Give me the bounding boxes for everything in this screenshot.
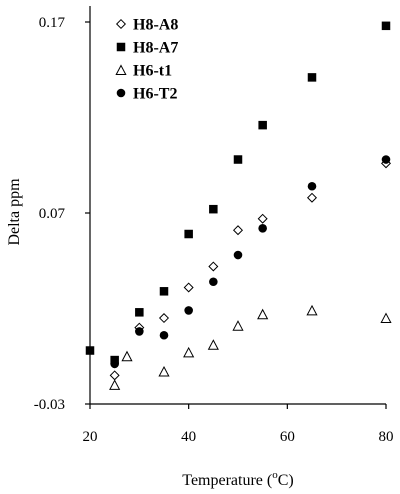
legend: H8-A8 H8-A7 H6-t1 H6-T2: [115, 17, 178, 103]
data-point-h8-a7: [135, 308, 144, 317]
data-point-h6-t1: [183, 346, 195, 358]
data-point-h8-a7: [209, 204, 218, 214]
x-axis-title: Temperature (oC): [182, 469, 293, 489]
data-point-h8-a8: [232, 225, 244, 236]
legend-marker-h6-t2: [116, 88, 126, 98]
data-point-h6-t2: [209, 277, 218, 287]
x-axis-title-degree: o: [272, 469, 278, 481]
data-point-h8-a7: [159, 287, 169, 296]
data-point-h6-t2: [233, 250, 243, 260]
x-tick-label: 20: [83, 429, 98, 445]
y-axis-title: Delta ppm: [6, 178, 23, 246]
data-point-h8-a7: [85, 346, 95, 355]
data-point-h6-t1: [257, 308, 269, 320]
legend-label-h8-a7: H8-A7: [133, 40, 178, 57]
legend-label-h8-a8: H8-A8: [133, 17, 178, 34]
data-point-h6-t2: [159, 330, 169, 340]
axis-ticks: -0.03 0.07 0.17 20 40 60 80: [34, 15, 394, 445]
data-point-h6-t2: [184, 306, 193, 315]
data-point-h6-t1: [207, 339, 219, 350]
data-point-h8-a8: [183, 282, 194, 293]
data-point-h8-a7: [381, 21, 391, 31]
x-tick-label: 40: [181, 429, 196, 445]
data-point-h6-t1: [306, 304, 318, 316]
data-point-h6-t2: [258, 223, 267, 233]
x-tick-label: 60: [280, 429, 295, 445]
x-axis-title-text: Temperature (: [182, 472, 272, 489]
y-tick-label: 0.17: [39, 15, 66, 31]
legend-marker-h8-a7: [116, 42, 126, 52]
x-axis-title-unit: C): [278, 472, 294, 489]
data-point-h6-t2: [135, 327, 144, 336]
y-tick-label: -0.03: [34, 397, 65, 413]
data-point-h6-t1: [380, 312, 392, 324]
data-point-h8-a8: [158, 313, 170, 324]
legend-label-h6-t1: H6-t1: [133, 63, 172, 80]
data-point-h8-a7: [307, 73, 317, 82]
data-point-h8-a8: [208, 261, 219, 272]
data-point-h6-t2: [307, 181, 317, 191]
data-point-h8-a7: [233, 155, 243, 164]
data-point-h6-t2: [110, 359, 119, 369]
legend-marker-h8-a8: [115, 18, 127, 30]
data-point-h8-a7: [184, 229, 193, 239]
data-point-h6-t1: [158, 365, 170, 377]
legend-label-h6-t2: H6-T2: [133, 86, 177, 103]
data-point-h8-a8: [109, 370, 120, 381]
x-tick-label: 80: [379, 429, 394, 445]
data-point-h6-t1: [121, 350, 133, 362]
y-tick-label: 0.07: [39, 206, 66, 222]
data-point-h6-t2: [381, 155, 391, 164]
data-points: [85, 21, 392, 390]
data-point-h8-a8: [306, 192, 318, 203]
legend-marker-h6-t1: [115, 64, 127, 75]
data-point-h8-a8: [257, 213, 268, 224]
axes: [89, 6, 386, 405]
data-point-h6-t1: [109, 379, 121, 390]
data-point-h6-t1: [232, 320, 244, 331]
data-point-h8-a7: [258, 120, 267, 130]
